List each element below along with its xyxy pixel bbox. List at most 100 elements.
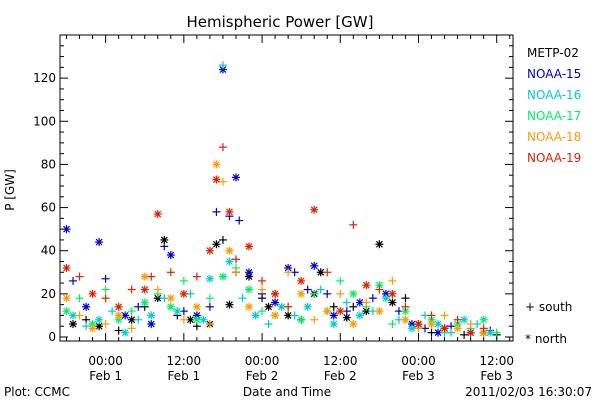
- y-tick-label: 40: [41, 244, 56, 258]
- data-point-south: [329, 302, 338, 311]
- data-point-north: [205, 274, 214, 283]
- data-point-north: [245, 302, 254, 311]
- x-tick-label-time: 12:00: [323, 354, 358, 368]
- data-point-south: [153, 285, 162, 294]
- data-point-south: [134, 302, 143, 311]
- data-point-north: [388, 289, 397, 298]
- data-point-south: [264, 320, 273, 329]
- data-point-north: [362, 281, 371, 290]
- data-point-south: [101, 274, 110, 283]
- data-point-north: [153, 210, 162, 219]
- data-point-north: [69, 320, 78, 329]
- data-point-north: [297, 276, 306, 285]
- data-point-south: [238, 294, 247, 303]
- data-point-south: [258, 276, 267, 285]
- data-point-south: [440, 311, 449, 320]
- data-point-south: [401, 294, 410, 303]
- data-point-north: [62, 307, 71, 316]
- chart-title: Hemispheric Power [GW]: [187, 13, 374, 31]
- data-point-north: [192, 302, 201, 311]
- data-point-south: [479, 324, 488, 333]
- data-point-south: [388, 276, 397, 285]
- data-point-north: [297, 289, 306, 298]
- data-point-north: [245, 242, 254, 251]
- data-point-north: [375, 240, 384, 249]
- data-point-north: [479, 328, 488, 337]
- data-point-south: [316, 285, 325, 294]
- data-point-south: [466, 320, 475, 329]
- data-point-south: [147, 272, 156, 281]
- marker-legend-entry: + south: [525, 300, 572, 314]
- y-tick-label: 80: [41, 157, 56, 171]
- data-point-north: [147, 320, 156, 329]
- data-point-south: [492, 328, 501, 337]
- data-point-south: [336, 276, 345, 285]
- data-point-north: [271, 311, 280, 320]
- data-point-north: [140, 298, 149, 307]
- x-tick-label-time: 00:00: [245, 354, 280, 368]
- data-point-south: [368, 294, 377, 303]
- data-point-south: [453, 315, 462, 324]
- legend-entry: NOAA-19: [527, 151, 581, 165]
- data-point-south: [235, 216, 244, 225]
- data-point-north: [271, 298, 280, 307]
- data-point-south: [231, 268, 240, 277]
- data-point-north: [264, 302, 273, 311]
- footer-left: Plot: CCMC: [4, 385, 70, 399]
- x-tick-label-date: Feb 1: [89, 369, 122, 383]
- legend-entry: NOAA-17: [527, 109, 581, 123]
- y-tick-label: 20: [41, 287, 56, 301]
- data-point-north: [88, 289, 97, 298]
- data-point-north: [225, 207, 234, 216]
- data-point-north: [245, 268, 254, 277]
- data-point-north: [166, 302, 175, 311]
- data-point-south: [388, 320, 397, 329]
- data-point-north: [225, 246, 234, 255]
- data-point-north: [440, 324, 449, 333]
- data-point-north: [381, 294, 390, 303]
- data-point-north: [329, 320, 338, 329]
- footer-right: 2011/02/03 16:30:07: [465, 385, 592, 399]
- data-point-south: [127, 285, 136, 294]
- plot-area: [59, 34, 514, 342]
- data-point-south: [284, 302, 293, 311]
- data-point-south: [310, 289, 319, 298]
- data-point-south: [349, 302, 358, 311]
- data-point-south: [75, 272, 84, 281]
- legend-entry: NOAA-16: [527, 88, 581, 102]
- data-point-south: [101, 285, 110, 294]
- legend: METP-02 NOAA-15 NOAA-16 NOAA-17 NOAA-18 NOAA-…: [527, 46, 581, 165]
- data-point-south: [82, 322, 91, 331]
- data-point-south: [427, 311, 436, 320]
- data-point-south: [108, 307, 117, 316]
- data-point-south: [218, 61, 227, 70]
- data-point-north: [147, 311, 156, 320]
- data-point-north: [401, 315, 410, 324]
- data-point-south: [258, 285, 267, 294]
- data-point-north: [166, 251, 175, 260]
- legend-entry: METP-02: [527, 46, 579, 60]
- data-point-south: [303, 285, 312, 294]
- data-point-north: [297, 315, 306, 324]
- x-tick-label-time: 00:00: [401, 354, 436, 368]
- data-point-south: [114, 326, 123, 335]
- x-tick-label-date: Feb 2: [246, 369, 279, 383]
- data-point-north: [310, 261, 319, 270]
- data-point-south: [349, 220, 358, 229]
- data-point-north: [225, 257, 234, 266]
- data-point-north: [479, 315, 488, 324]
- data-point-north: [414, 320, 423, 329]
- data-point-south: [323, 268, 332, 277]
- x-tick-label-date: Feb 1: [167, 369, 200, 383]
- x-tick-label-time: 12:00: [167, 354, 202, 368]
- data-point-south: [75, 294, 84, 303]
- x-tick-label-time: 12:00: [479, 354, 514, 368]
- data-point-south: [75, 311, 84, 320]
- data-point-south: [336, 289, 345, 298]
- legend-entry: NOAA-18: [527, 130, 581, 144]
- data-point-north: [166, 294, 175, 303]
- data-point-north: [453, 324, 462, 333]
- marker-legend: + south * north: [525, 300, 572, 346]
- data-point-south: [127, 324, 136, 333]
